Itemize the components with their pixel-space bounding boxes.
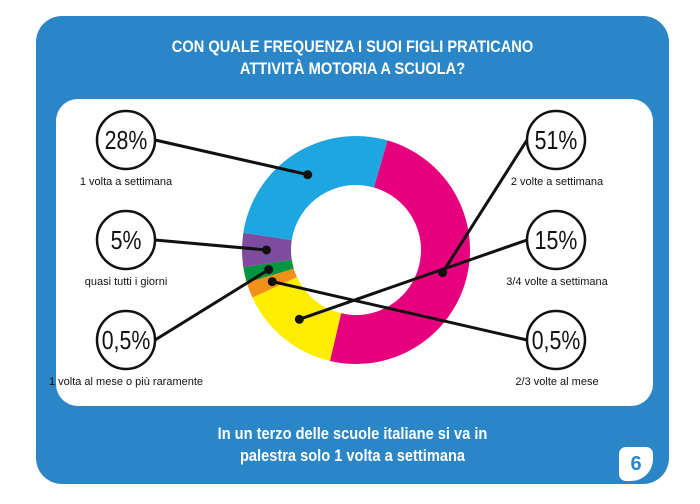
value-bubble-2 bbox=[525, 309, 587, 371]
slice-5 bbox=[243, 135, 388, 241]
chart-title: CON QUALE FREQUENZA I SUOI FIGLI PRATICA… bbox=[80, 36, 624, 80]
value-label-2: 0,5% bbox=[532, 326, 581, 356]
leader-dot-3 bbox=[264, 265, 274, 275]
footer-line-1: In un terzo delle scuole italiane si va … bbox=[217, 424, 488, 443]
category-label-4: quasi tutti i giorni bbox=[85, 276, 168, 288]
category-label-0: 2 volte a settimana bbox=[511, 176, 604, 188]
value-label-5: 28% bbox=[105, 126, 148, 156]
leader-dot-4 bbox=[262, 245, 271, 255]
value-label-3: 0,5% bbox=[102, 326, 151, 356]
value-bubble-5 bbox=[95, 109, 157, 171]
value-label-0: 51% bbox=[535, 126, 578, 156]
leader-dot-5 bbox=[303, 170, 313, 180]
footer-line-2: palestra solo 1 volta a settimana bbox=[239, 446, 466, 465]
footer-note: In un terzo delle scuole italiane si va … bbox=[80, 423, 624, 467]
leader-line-5 bbox=[154, 138, 309, 177]
title-line-2: ATTIVITÀ MOTORIA A SCUOLA? bbox=[239, 59, 466, 78]
leader-line-1 bbox=[298, 238, 528, 321]
value-bubble-1 bbox=[525, 209, 587, 271]
value-label-4: 5% bbox=[111, 226, 142, 256]
category-label-1: 3/4 volte a settimana bbox=[506, 276, 608, 288]
leader-dot-1 bbox=[294, 314, 304, 324]
leader-line-2 bbox=[271, 280, 528, 342]
category-label-5: 1 volta a settimana bbox=[80, 176, 173, 188]
leader-line-3 bbox=[154, 268, 270, 342]
title-line-1: CON QUALE FREQUENZA I SUOI FIGLI PRATICA… bbox=[171, 37, 534, 56]
category-label-2: 2/3 volte al mese bbox=[515, 376, 598, 388]
value-bubble-4 bbox=[95, 209, 157, 271]
leader-dot-2 bbox=[267, 277, 277, 287]
category-label-3: 1 volta al mese o più raramente bbox=[49, 376, 203, 388]
leader-line-4 bbox=[154, 238, 267, 252]
slice-0 bbox=[329, 140, 470, 364]
value-bubble-0 bbox=[525, 109, 587, 171]
leader-line-0 bbox=[441, 139, 529, 274]
value-bubble-3 bbox=[95, 309, 157, 371]
value-label-1: 15% bbox=[535, 226, 578, 256]
